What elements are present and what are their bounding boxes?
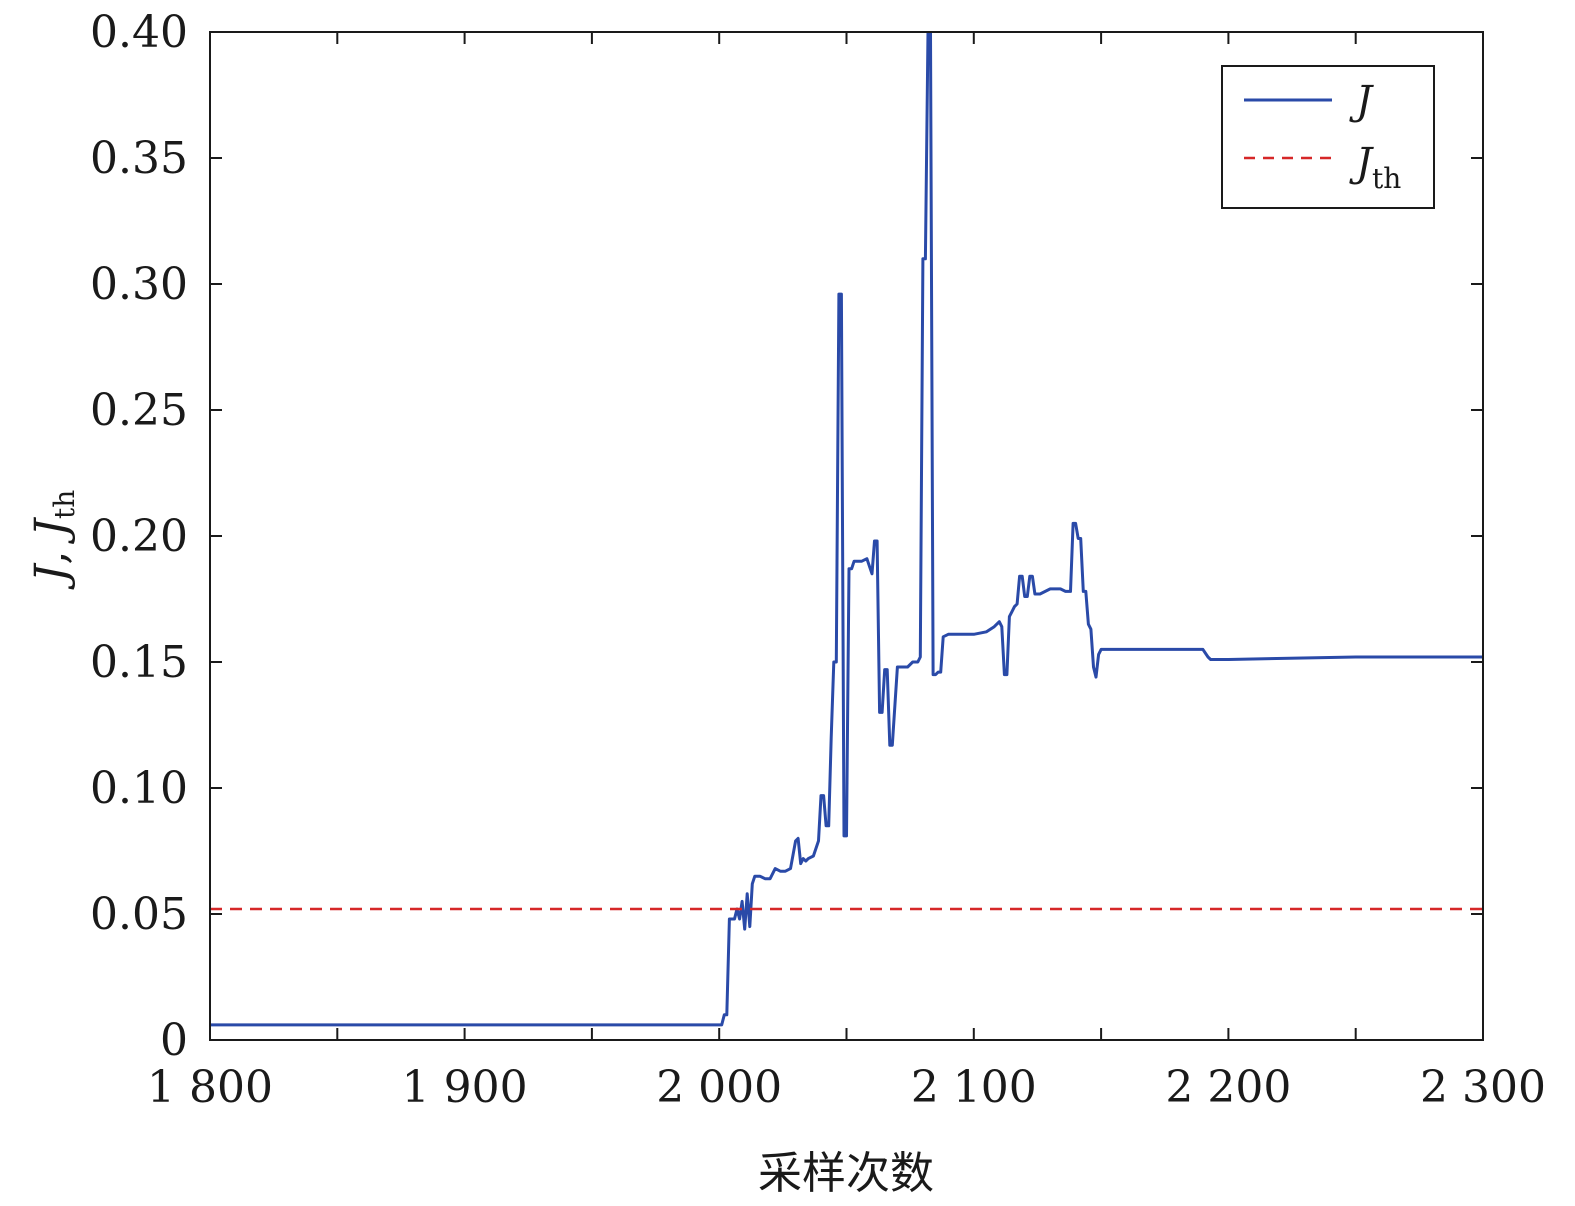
y-tick-label: 0.10 xyxy=(90,763,188,814)
axis-tick-labels: 1 800 1 900 2 000 2 100 2 200 2 300 0 0.05 0.10 0… xyxy=(90,7,1546,1113)
y-tick-label: 0 xyxy=(160,1015,188,1066)
y-axis-title-sep: , xyxy=(26,537,77,565)
x-tick-label: 2 200 xyxy=(1165,1062,1291,1113)
y-tick-label: 0.25 xyxy=(90,385,188,436)
y-tick-label: 0.40 xyxy=(90,7,188,58)
legend: J Jth xyxy=(1221,65,1435,209)
x-axis-title: 采样次数 xyxy=(758,1148,934,1199)
y-axis-title: J, Jth xyxy=(26,490,81,591)
y-tick-label: 0.05 xyxy=(90,889,188,940)
y-tick-label: 0.20 xyxy=(90,511,188,562)
x-tick-label: 2 300 xyxy=(1420,1062,1546,1113)
x-tick-label: 1 900 xyxy=(402,1062,528,1113)
series-line-j xyxy=(210,32,1483,1027)
y-axis-title-j: J xyxy=(26,562,77,590)
legend-label-jth-sub: th xyxy=(1372,162,1401,195)
plot-frame xyxy=(209,31,1484,1041)
x-tick-label: 1 800 xyxy=(147,1062,273,1113)
legend-box xyxy=(1221,65,1435,209)
y-tick-label: 0.30 xyxy=(90,259,188,310)
x-tick-label: 2 000 xyxy=(656,1062,782,1113)
y-tick-label: 0.15 xyxy=(90,637,188,688)
y-axis-title-jth-sub: th xyxy=(48,490,81,519)
series-layer xyxy=(210,32,1483,1027)
x-tick-label: 2 100 xyxy=(911,1062,1037,1113)
y-tick-label: 0.35 xyxy=(90,133,188,184)
